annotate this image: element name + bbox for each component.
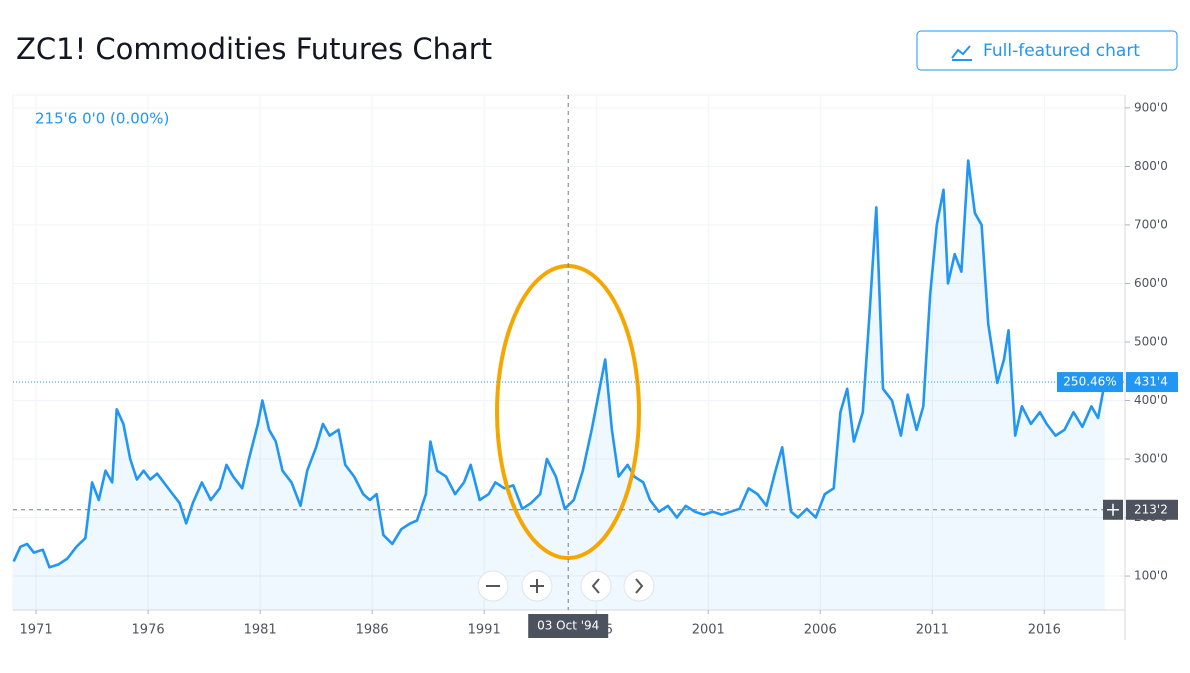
- x-tick-label: 2011: [916, 623, 949, 638]
- y-tick-label: 500'0: [1134, 334, 1168, 348]
- left-icon: [591, 578, 600, 594]
- y-tick-label: 100'0: [1134, 569, 1168, 583]
- y-tick-label: 300'0: [1134, 452, 1168, 466]
- plot-area: [12, 94, 1126, 611]
- x-tick-label: 1981: [244, 623, 277, 638]
- area: [13, 160, 1105, 610]
- x-tick-label: 1976: [132, 623, 165, 638]
- legend-text: 215'6 0'0 (0.00%): [35, 110, 169, 128]
- right-icon: [635, 578, 644, 594]
- crosshair-x-box: [528, 614, 609, 638]
- change-label-box: [1057, 372, 1123, 393]
- plus-icon: [530, 579, 544, 593]
- x-tick-label: 1991: [468, 623, 501, 638]
- crosshair-y-label: 213'2: [1134, 502, 1168, 516]
- y-tick-label: 600'0: [1134, 276, 1168, 290]
- last-price-label: 431'4: [1134, 375, 1168, 389]
- crosshair-plus-icon: [1107, 503, 1119, 516]
- x-tick-label: 1986: [356, 623, 389, 638]
- y-tick-label: 400'0: [1134, 393, 1168, 407]
- button-label[interactable]: Full-featured chart: [983, 41, 1140, 61]
- crosshair-y-box: [1126, 499, 1178, 520]
- y-tick-label: 900'0: [1134, 100, 1168, 114]
- x-tick-label: 1971: [20, 623, 53, 638]
- scroll-left-button[interactable]: [580, 570, 612, 602]
- change-label: 250.46%: [1063, 375, 1116, 389]
- x-tick-label: 2016: [1028, 623, 1061, 638]
- full-chart-button[interactable]: [916, 30, 1178, 71]
- scroll-right-button[interactable]: [623, 570, 655, 602]
- x-tick-label: 2001: [692, 623, 725, 638]
- y-tick-label: 800'0: [1134, 159, 1168, 173]
- chart-title: ZC1! Commodities Futures Chart: [16, 32, 492, 66]
- crosshair-x-label: 03 Oct '94: [537, 619, 599, 633]
- x-tick-label: 2006: [804, 623, 837, 638]
- last-price-box: [1126, 372, 1178, 393]
- zoom-controls: [477, 570, 655, 602]
- line: [12, 159, 1107, 569]
- button-icon: [951, 45, 972, 61]
- y-tick-label: 700'0: [1134, 217, 1168, 231]
